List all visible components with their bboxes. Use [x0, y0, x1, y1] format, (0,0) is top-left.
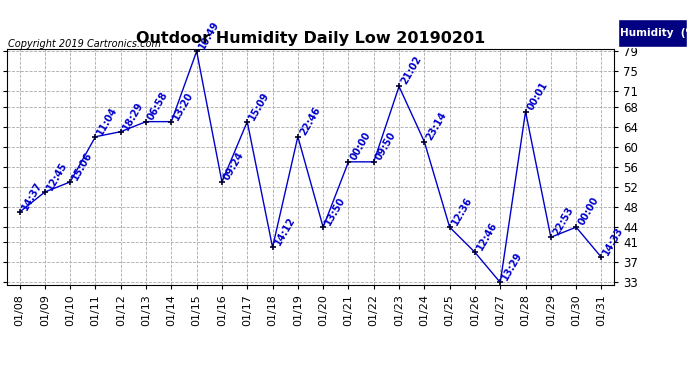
Text: 21:02: 21:02: [399, 55, 423, 87]
Text: Copyright 2019 Cartronics.com: Copyright 2019 Cartronics.com: [8, 39, 161, 50]
Text: 00:00: 00:00: [348, 130, 373, 162]
Text: 15:09: 15:09: [247, 90, 271, 122]
Text: 00:00: 00:00: [576, 195, 600, 227]
Text: 22:53: 22:53: [551, 206, 575, 237]
Text: 23:14: 23:14: [424, 110, 448, 142]
Text: 12:36: 12:36: [450, 195, 474, 227]
Text: 10:49: 10:49: [197, 20, 221, 51]
Text: 06:58: 06:58: [146, 90, 170, 122]
Text: 13:20: 13:20: [171, 90, 195, 122]
Text: 14:12: 14:12: [273, 216, 297, 247]
Text: 12:45: 12:45: [45, 160, 69, 192]
Text: 22:46: 22:46: [298, 105, 322, 137]
Text: 13:50: 13:50: [323, 195, 347, 227]
Text: 12:46: 12:46: [475, 220, 499, 252]
Text: 13:29: 13:29: [500, 251, 524, 282]
Text: 00:01: 00:01: [526, 80, 550, 112]
Text: 14:33: 14:33: [602, 225, 626, 257]
Text: 15:06: 15:06: [70, 150, 95, 182]
Text: 14:37: 14:37: [19, 180, 43, 212]
Text: 11:04: 11:04: [95, 105, 119, 137]
Text: 18:29: 18:29: [121, 100, 145, 132]
Title: Outdoor Humidity Daily Low 20190201: Outdoor Humidity Daily Low 20190201: [136, 31, 485, 46]
Text: Humidity  (%): Humidity (%): [620, 28, 690, 38]
Text: 09:50: 09:50: [374, 130, 398, 162]
Text: 09:24: 09:24: [222, 150, 246, 182]
